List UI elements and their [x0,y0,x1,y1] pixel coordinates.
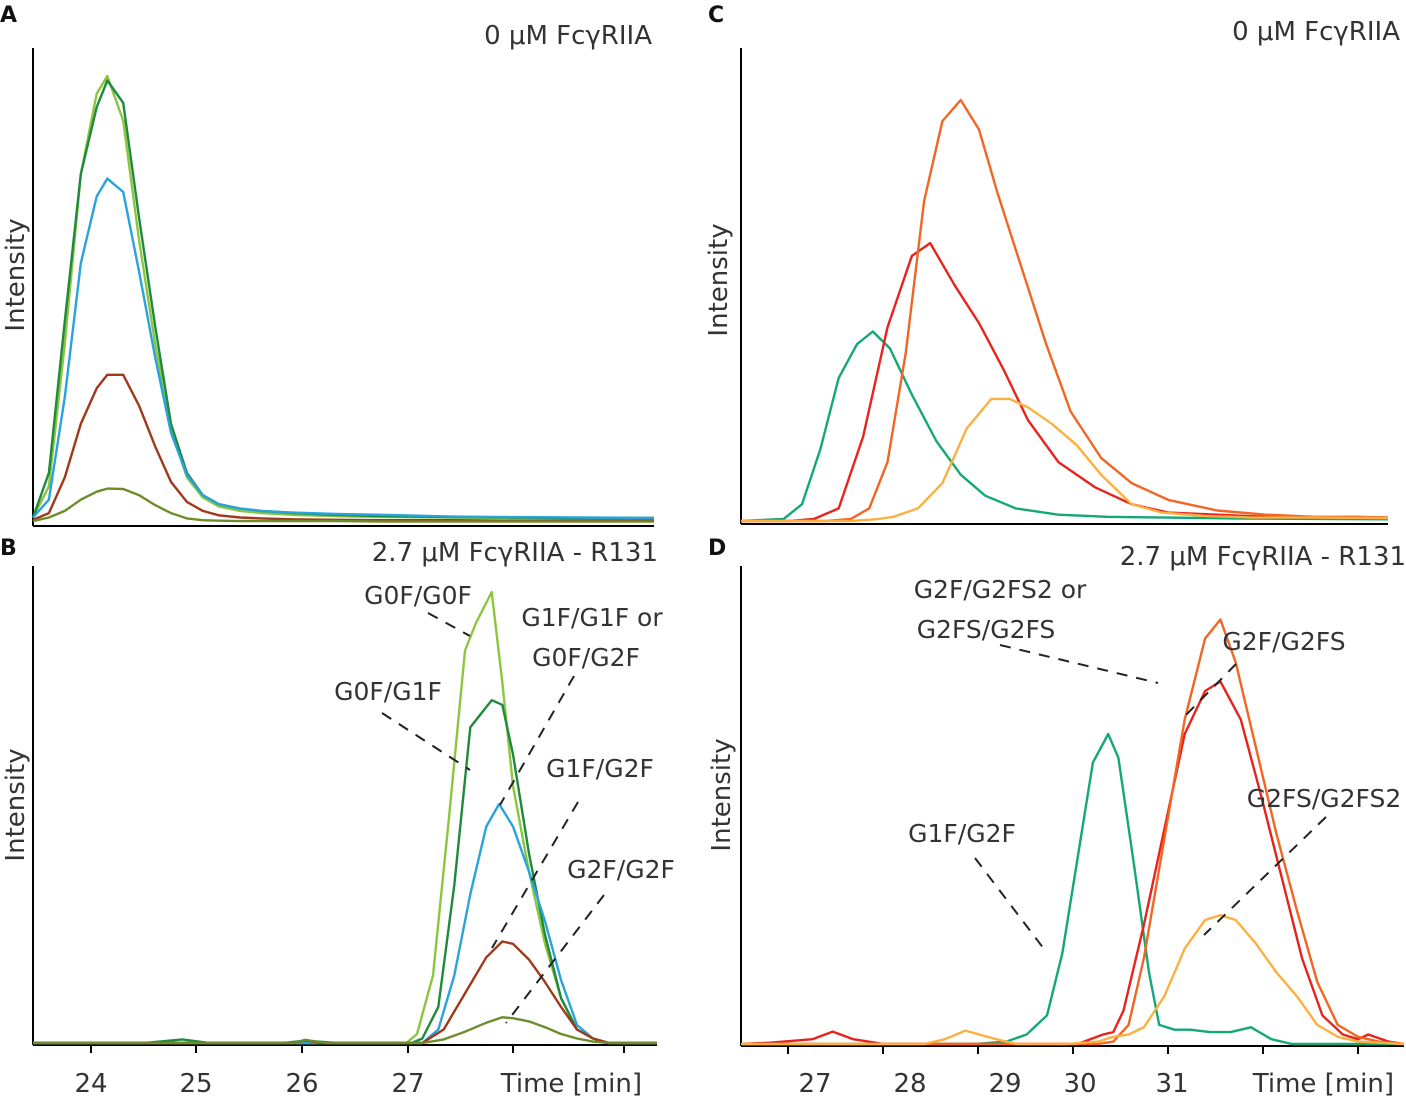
panel-b-xlabel: Time [min] [500,1069,642,1098]
panel-d-xlabel: Time [min] [1252,1069,1394,1098]
leader-d-g1fg2f [974,857,1045,950]
panel-a: A 0 μM FcγRIIA Intensity [0,3,655,527]
panel-a-series [31,74,655,523]
panel-d-series-g2f-g2fs [740,680,1405,1046]
leader-d-g2fg2fs2 [999,644,1159,684]
panel-c-ylabel: Intensity [704,223,734,336]
panel-c-letter: C [708,3,724,28]
label-d-g1fg2f: G1F/G2F [908,819,1016,848]
leader-d-g2fsg2fs2 [1203,816,1327,936]
panel-d-tick-label-29: 29 [988,1069,1021,1098]
panel-c-condition: 0 μM FcγRIIA [1232,17,1400,47]
panel-a-series-g2f-g2f [32,487,654,523]
panel-d-tick-label-28: 28 [893,1069,926,1098]
panel-b-tick-label-24: 24 [74,1069,107,1098]
label-d-g2fg2fs2-line1: G2F/G2FS2 or [914,575,1087,604]
panel-d-series-g1f-g2f [741,732,1404,1046]
label-d-g2fg2fs: G2F/G2FS [1222,627,1345,656]
panel-b-series-g2f-g2f [33,1016,657,1045]
panel-a-series-g1f-g2f [32,373,654,522]
panel-a-series-g1f-g1f-or-g0f-g2f [32,177,655,520]
panel-b-tick-label-26: 26 [285,1069,318,1098]
label-b-g2fg2f: G2F/G2F [567,855,675,884]
panel-b-tick-label-25: 25 [179,1069,212,1098]
panel-a-series-g0f-g0f [31,74,654,520]
panel-a-condition: 0 μM FcγRIIA [484,21,652,51]
panel-b-series [33,590,657,1045]
panel-b-tick-label-27: 27 [391,1069,424,1098]
panel-d-tick-label-27: 27 [798,1069,831,1098]
panel-c-series-g2f-g2fs2-or-g2fs-g2fs [741,98,1389,523]
leader-b-g1fg2f [491,801,579,949]
panel-c-series-g2f-g2fs [741,241,1389,523]
panel-b-letter: B [0,536,17,561]
panel-c-series-g1f-g2f [740,330,1389,523]
panel-d-letter: D [708,536,726,561]
label-b-g0fg1f: G0F/G1F [334,677,442,706]
panel-d: D 2.7 μM FcγRIIA - R131 Intensity 27 28 … [707,536,1406,1098]
panel-b-series-g1f-g2f [33,940,657,1045]
label-d-g2fsg2fs2: G2FS/G2FS2 [1247,784,1402,813]
leader-b-g2fg2f [505,894,605,1024]
panel-d-tick-label-30: 30 [1063,1069,1096,1098]
panel-a-ylabel: Intensity [1,218,31,331]
panel-b: B 2.7 μM FcγRIIA - R131 Intensity 24 25 … [0,536,675,1098]
panel-d-series-g2fs-g2fs2 [741,914,1405,1046]
panel-c-series [740,98,1389,523]
panel-d-tick-label-31: 31 [1155,1069,1188,1098]
panel-b-condition: 2.7 μM FcγRIIA - R131 [372,538,658,568]
panel-b-ylabel: Intensity [1,748,31,861]
panel-d-series [740,618,1405,1046]
leader-b-g1fg1f [499,675,575,806]
panel-a-letter: A [0,3,17,28]
panel-b-series-g0f-g1f [33,699,657,1045]
panel-d-series-g2f-g2fs2-or-g2fs-g2fs [741,618,1405,1046]
panel-d-ylabel: Intensity [707,738,737,851]
label-d-g2fg2fs2-line2: G2FS/G2FS [917,615,1056,644]
leader-b-g0fg0f [427,612,471,637]
leader-b-g0fg1f [381,712,471,771]
panel-b-series-g1f-g1f-or-g0f-g2f [33,802,657,1045]
label-b-g0fg0f: G0F/G0F [364,581,472,610]
panel-d-condition: 2.7 μM FcγRIIA - R131 [1120,542,1406,572]
label-b-g1fg1f-line2: G0F/G2F [532,643,640,672]
panel-c-series-g2fs-g2fs2 [741,397,1389,523]
label-b-g1fg1f-line1: G1F/G1F or [521,603,663,632]
panel-c: C 0 μM FcγRIIA Intensity [704,3,1400,525]
label-b-g1fg2f: G1F/G2F [546,754,654,783]
